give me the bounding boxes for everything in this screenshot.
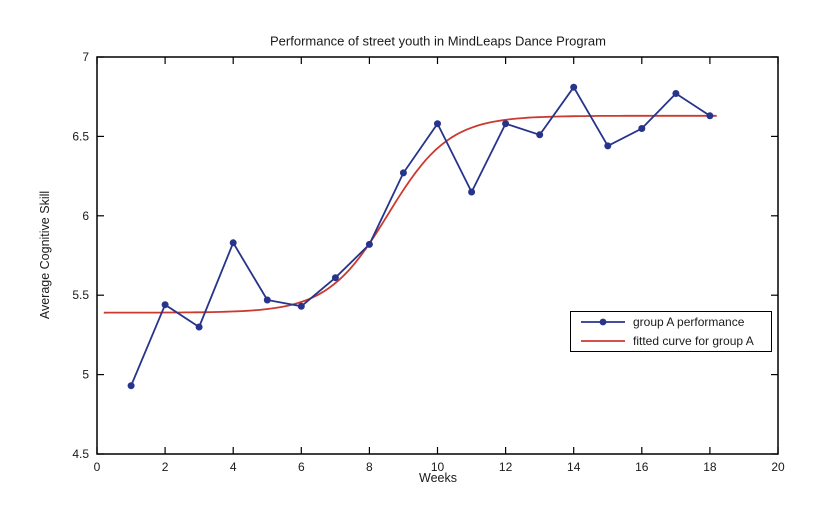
- data-point-marker: [638, 125, 646, 132]
- data-point-marker: [570, 83, 578, 91]
- y-tick-label: 6: [82, 209, 89, 223]
- fitted-curve-path: [103, 114, 717, 314]
- y-tick-label: 6.5: [72, 129, 89, 143]
- data-point-marker: [706, 112, 714, 120]
- data-point-marker: [502, 120, 510, 128]
- x-tick-label: 4: [230, 460, 237, 474]
- x-tick-label: 8: [366, 460, 373, 474]
- y-tick-label: 4.5: [72, 447, 89, 461]
- x-tick-label: 12: [499, 460, 513, 474]
- data-point-marker: [468, 188, 476, 196]
- x-tick-label: 0: [94, 460, 101, 474]
- chart-title: Performance of street youth in MindLeaps…: [269, 33, 607, 49]
- data-point-marker: [127, 382, 135, 390]
- x-tick-label: 6: [298, 460, 305, 474]
- legend-sample-line-with-marker-icon: [581, 318, 625, 326]
- x-tick-label: 20: [771, 460, 785, 474]
- data-point-marker: [365, 240, 373, 248]
- legend-item-fitted-curve: fitted curve for group A: [571, 332, 771, 351]
- x-tick-label: 18: [703, 460, 717, 474]
- data-point-marker: [536, 131, 544, 139]
- data-point-marker: [263, 296, 271, 304]
- legend-item-group-a: group A performance: [571, 313, 771, 332]
- data-point-marker: [434, 120, 441, 128]
- legend-box: group A performance fitted curve for gro…: [570, 311, 772, 352]
- legend-sample-line-icon: [581, 340, 625, 342]
- data-point-marker: [161, 301, 169, 309]
- x-axis-label: Weeks: [419, 471, 457, 485]
- legend-label-group-a: group A performance: [633, 315, 745, 329]
- legend-label-fitted-curve: fitted curve for group A: [633, 334, 754, 348]
- data-point-marker: [399, 169, 407, 177]
- data-point-marker: [672, 90, 680, 97]
- x-tick-label: 14: [567, 460, 581, 474]
- data-point-marker: [297, 302, 305, 310]
- data-point-marker: [331, 274, 339, 282]
- y-tick-label: 7: [82, 50, 89, 64]
- x-tick-label: 2: [162, 460, 169, 474]
- y-tick-label: 5: [82, 368, 89, 382]
- group-a-line: [130, 85, 711, 387]
- data-point-marker: [229, 239, 237, 247]
- x-tick-label: 10: [431, 460, 445, 474]
- x-tick-label: 16: [635, 460, 649, 474]
- data-point-marker: [604, 142, 612, 150]
- data-point-marker: [195, 323, 203, 331]
- y-tick-label: 5.5: [72, 288, 89, 302]
